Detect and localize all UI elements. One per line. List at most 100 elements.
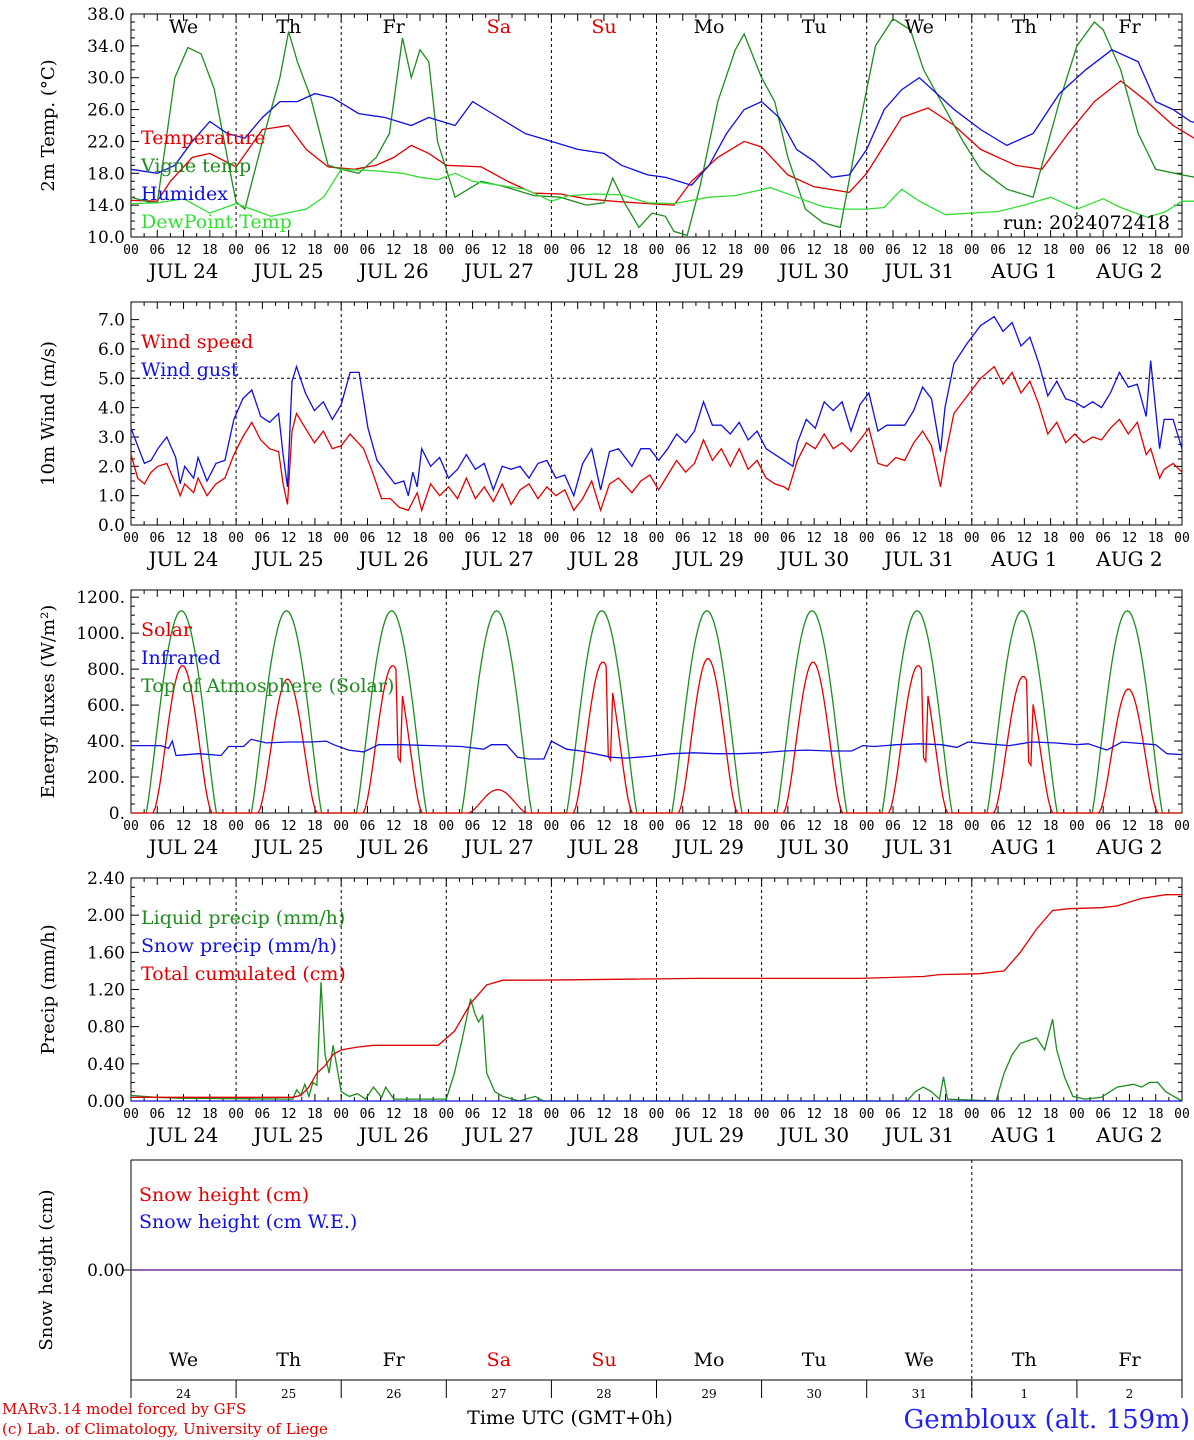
hour-tick-label: 06 <box>465 531 481 546</box>
hour-tick-label: 00 <box>649 243 665 258</box>
hour-tick-label: 00 <box>1174 819 1190 834</box>
hour-tick-label: 06 <box>465 819 481 834</box>
hour-tick-label: 18 <box>727 1107 743 1122</box>
hour-tick-label: 18 <box>517 819 533 834</box>
weekday-label: Th <box>1012 1349 1037 1371</box>
hour-tick-label: 12 <box>806 819 822 834</box>
y-axis-title: Precip (mm/h) <box>38 924 59 1054</box>
hour-tick-label: 00 <box>964 1107 980 1122</box>
date-label: AUG 2 <box>1095 259 1162 283</box>
date-label: JUL 29 <box>672 547 744 571</box>
y-tick-label: 6.0 <box>98 340 125 360</box>
run-label: run: 2024072418 <box>1003 212 1170 234</box>
hour-tick-label: 00 <box>754 819 770 834</box>
date-label: JUL 26 <box>357 547 429 571</box>
y-tick-label: 0.0 <box>98 516 125 536</box>
hour-tick-label: 06 <box>570 819 586 834</box>
hour-tick-label: 12 <box>491 531 507 546</box>
hour-tick-label: 00 <box>1174 243 1190 258</box>
hour-tick-label: 06 <box>1095 243 1111 258</box>
hour-tick-label: 06 <box>780 819 796 834</box>
y-tick-label: 5.0 <box>98 369 125 389</box>
y-tick-label: 800. <box>87 660 125 680</box>
hour-tick-label: 18 <box>1043 1107 1059 1122</box>
hour-tick-label: 18 <box>517 531 533 546</box>
hour-tick-label: 12 <box>596 243 612 258</box>
legend-entry: Vigne temp <box>140 155 251 177</box>
hour-tick-label: 00 <box>649 819 665 834</box>
weekday-label: Sa <box>487 16 511 38</box>
hour-tick-label: 00 <box>123 531 139 546</box>
hour-tick-label: 12 <box>176 1107 192 1122</box>
date-label: JUL 30 <box>777 259 849 283</box>
date-label: JUL 31 <box>882 835 954 859</box>
date-label: JUL 30 <box>777 547 849 571</box>
hour-tick-label: 00 <box>1069 819 1085 834</box>
series-line-wind-speed <box>130 365 1183 513</box>
series-line-wind-gust <box>130 315 1183 498</box>
hour-tick-label: 00 <box>754 243 770 258</box>
legend-entry: Wind gust <box>141 359 239 381</box>
hour-tick-label: 12 <box>806 1107 822 1122</box>
y-tick-label: 1200. <box>76 588 125 608</box>
hour-tick-label: 18 <box>833 531 849 546</box>
hour-tick-label: 00 <box>1069 1107 1085 1122</box>
hour-tick-label: 06 <box>149 531 165 546</box>
hour-tick-label: 18 <box>622 243 638 258</box>
series-line-infrared <box>131 738 1183 760</box>
hour-tick-label: 00 <box>859 1107 875 1122</box>
hour-tick-label: 00 <box>859 819 875 834</box>
hour-tick-label: 18 <box>727 243 743 258</box>
hour-tick-label: 00 <box>333 531 349 546</box>
date-label: JUL 25 <box>252 1123 324 1147</box>
hour-tick-label: 18 <box>1148 243 1164 258</box>
hour-tick-label: 00 <box>859 531 875 546</box>
series-line-vigne-temp <box>130 17 1194 237</box>
weekday-label: We <box>169 1349 198 1371</box>
hour-tick-label: 18 <box>622 531 638 546</box>
y-tick-label: 0.40 <box>87 1055 125 1075</box>
hour-tick-label: 06 <box>885 531 901 546</box>
hour-tick-label: 12 <box>281 819 297 834</box>
date-label: JUL 27 <box>462 835 534 859</box>
hour-tick-label: 00 <box>754 1107 770 1122</box>
hour-tick-label: 12 <box>911 531 927 546</box>
date-label: JUL 31 <box>882 1123 954 1147</box>
hour-tick-label: 12 <box>911 1107 927 1122</box>
hour-tick-label: 18 <box>938 243 954 258</box>
hour-tick-label: 12 <box>1017 1107 1033 1122</box>
date-label: JUL 30 <box>777 835 849 859</box>
hour-tick-label: 12 <box>911 819 927 834</box>
legend-entry: DewPoint Temp <box>141 211 292 233</box>
hour-tick-label: 00 <box>1174 531 1190 546</box>
date-label: JUL 31 <box>882 547 954 571</box>
weekday-label: Su <box>591 16 616 38</box>
legend-entry: Temperature <box>141 127 265 149</box>
hour-tick-label: 12 <box>1017 531 1033 546</box>
hour-tick-label: 06 <box>570 1107 586 1122</box>
weekday-label: Th <box>1012 16 1037 38</box>
legend-entry: Snow precip (mm/h) <box>141 935 337 957</box>
hour-tick-label: 12 <box>491 243 507 258</box>
hour-tick-label: 12 <box>386 243 402 258</box>
hour-tick-label: 12 <box>596 531 612 546</box>
y-tick-label: 14.0 <box>87 196 125 216</box>
hour-tick-label: 06 <box>360 531 376 546</box>
hour-tick-label: 12 <box>1017 243 1033 258</box>
plot-frame <box>130 589 1183 814</box>
hour-tick-label: 12 <box>281 1107 297 1122</box>
day-number-label: 2 <box>1126 1387 1134 1401</box>
weekday-label: We <box>169 16 198 38</box>
y-tick-label: 0.80 <box>87 1018 125 1038</box>
y-tick-label: 1.20 <box>87 981 125 1001</box>
y-tick-label: 34.0 <box>87 37 125 57</box>
y-tick-label: 0.00 <box>87 1092 125 1112</box>
date-label: JUL 25 <box>252 547 324 571</box>
series-line-solar <box>131 658 1182 814</box>
hour-tick-label: 18 <box>307 243 323 258</box>
hour-tick-label: 06 <box>465 1107 481 1122</box>
hour-tick-label: 18 <box>412 1107 428 1122</box>
weekday-label: Su <box>591 1349 616 1371</box>
y-tick-label: 7.0 <box>98 311 125 331</box>
